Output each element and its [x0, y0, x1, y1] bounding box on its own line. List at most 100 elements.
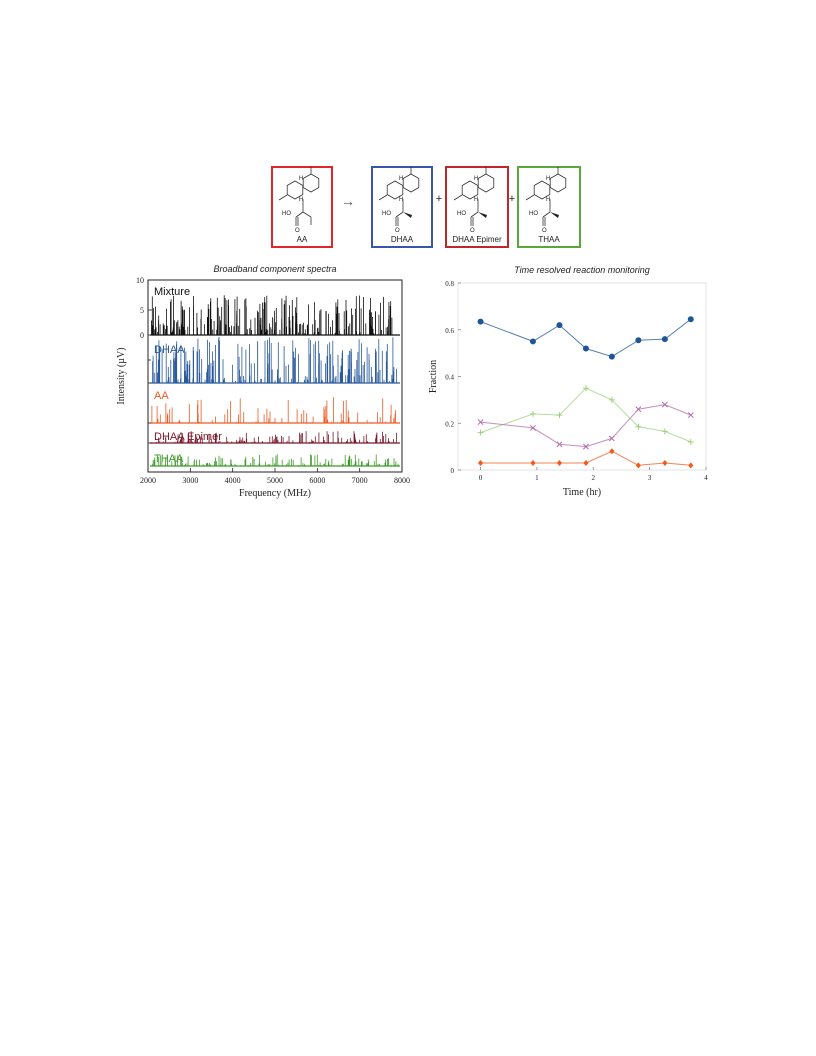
data-point	[477, 459, 484, 466]
ring-left	[386, 180, 404, 200]
atom-h2: H	[546, 197, 550, 203]
y-tick-label: 0.2	[445, 420, 454, 428]
compound-box-aa: H H HO OAA	[271, 166, 333, 248]
spectrum-peaks	[152, 454, 399, 466]
ring-right	[477, 173, 495, 193]
x-tick-label: 2000	[140, 476, 156, 485]
x-axis-label: Frequency (MHz)	[239, 488, 311, 499]
x-tick-label: 6000	[309, 476, 325, 485]
compound-box-border	[517, 166, 581, 248]
methyl-left-bond	[453, 194, 463, 201]
series-line	[480, 387, 691, 443]
atom-o: O	[470, 228, 475, 234]
atom-h: H	[399, 176, 403, 182]
y-axis-label: Fraction	[428, 360, 439, 393]
x-tick-label: 3000	[182, 476, 198, 485]
ring-left	[286, 180, 304, 200]
series-label: Mixture	[154, 286, 190, 298]
chart-title: Time resolved reaction monitoring	[514, 265, 649, 275]
compound-box-border	[271, 166, 333, 248]
data-point	[635, 406, 642, 413]
data-point	[530, 459, 536, 466]
series-line	[480, 404, 691, 448]
wedge-bond	[478, 212, 487, 218]
ring-right	[302, 173, 320, 193]
spectrum-dhaa-epimer	[150, 431, 400, 444]
x-tick-label: 3	[648, 474, 652, 482]
data-point	[609, 448, 615, 455]
x-tick-label: 8000	[394, 476, 410, 485]
vinyl-bond	[302, 211, 312, 218]
spectrum-thaa	[150, 454, 400, 467]
x-tick-label: 7000	[352, 476, 368, 485]
spectrum-peaks	[151, 431, 399, 443]
series-label: DHAA Epimer	[154, 431, 222, 443]
x-tick-label: 4	[704, 474, 708, 482]
data-point	[662, 459, 668, 466]
data-point	[608, 353, 615, 360]
atom-h: H	[546, 176, 550, 182]
data-point	[529, 338, 536, 345]
atom-h: H	[299, 176, 303, 182]
spectrum-peaks	[151, 397, 396, 423]
x-tick-label: 1	[535, 474, 539, 482]
atom-o: O	[395, 228, 400, 234]
data-point	[635, 462, 641, 469]
data-point	[477, 318, 484, 325]
atom-h2: H	[474, 197, 478, 203]
data-point	[530, 424, 536, 431]
spectrum-peaks	[152, 337, 397, 383]
wedge-bond	[550, 212, 559, 218]
y-tick-label: 5	[140, 306, 144, 315]
compound-box-border	[445, 166, 509, 248]
spectrum-mixture	[150, 295, 400, 336]
data-point	[661, 336, 668, 343]
spectrum-dhaa	[150, 337, 400, 384]
compound-box-border	[371, 166, 433, 248]
acid-bond	[470, 211, 479, 218]
compound-label: THAA	[538, 235, 560, 244]
x-tick-label: 2	[592, 474, 596, 482]
x-tick-label: 5000	[267, 476, 283, 485]
data-point	[477, 419, 484, 426]
y-tick-label: 0.6	[445, 327, 454, 335]
data-point	[582, 345, 589, 352]
x-tick-label: 4000	[225, 476, 241, 485]
atom-o: O	[542, 228, 547, 234]
broadband-spectra-chart: Broadband component spectra Mixture DHAA AA…	[116, 264, 410, 499]
acid-bond	[395, 211, 404, 218]
data-point	[688, 462, 694, 469]
spectrum-peaks	[151, 295, 393, 335]
atom-ho: HO	[282, 211, 291, 217]
data-point	[687, 412, 694, 419]
atom-ho: HO	[457, 211, 466, 217]
compound-label: AA	[297, 235, 308, 244]
atom-o: O	[295, 228, 300, 234]
data-point	[687, 316, 694, 323]
wedge-bond	[403, 212, 412, 218]
y-axis-label: Intensity (µV)	[116, 347, 127, 404]
plot-frame	[457, 282, 707, 471]
compound-label: DHAA	[391, 235, 414, 244]
data-point	[661, 428, 668, 435]
data-point	[635, 423, 642, 430]
methyl-left-bond	[278, 194, 288, 201]
data-point	[556, 412, 563, 419]
data-point	[477, 429, 484, 436]
atom-ho: HO	[529, 211, 538, 217]
ring-right	[549, 173, 567, 193]
spectrum-aa	[150, 397, 400, 424]
data-point	[582, 385, 589, 392]
series-label: DHAA	[154, 344, 185, 356]
series-line	[480, 450, 691, 466]
data-point	[583, 459, 589, 466]
data-point	[556, 459, 563, 466]
atom-h2: H	[399, 197, 403, 203]
series-label: AA	[154, 390, 169, 402]
series-diamond	[477, 448, 694, 469]
x-tick-label: 0	[479, 474, 483, 482]
series-plus	[477, 385, 694, 445]
ring-right	[402, 173, 420, 193]
